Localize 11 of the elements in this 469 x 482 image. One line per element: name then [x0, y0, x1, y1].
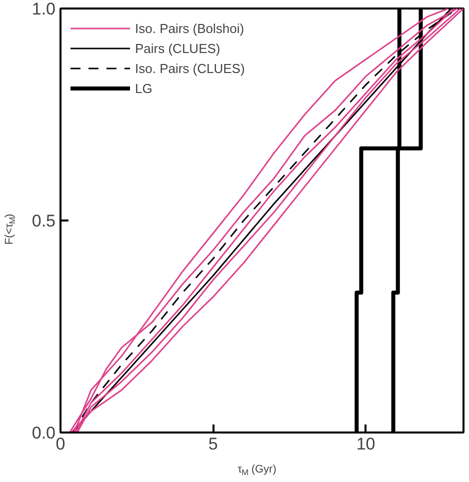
legend-label: LG: [135, 80, 154, 96]
x-tick-label: 5: [208, 434, 218, 454]
y-axis-title: F(<τM): [4, 214, 17, 245]
y-tick-label: 1.0: [32, 0, 56, 18]
y-tick-label: 0.5: [32, 212, 56, 230]
legend-label: Pairs (CLUES): [135, 40, 220, 56]
legend-label: Iso. Pairs (Bolshoi): [135, 20, 244, 36]
x-tick-label: 0: [56, 434, 66, 454]
y-tick-label: 0.0: [32, 424, 56, 442]
x-tick-label: 10: [356, 434, 376, 454]
legend-label: Iso. Pairs (CLUES): [135, 60, 245, 76]
